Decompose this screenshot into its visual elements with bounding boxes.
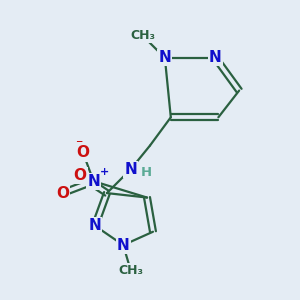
Text: N: N (88, 218, 101, 233)
Text: O: O (76, 146, 90, 160)
Text: CH₃: CH₃ (118, 264, 143, 277)
Text: N: N (124, 162, 137, 177)
Text: N: N (158, 50, 171, 65)
Text: O: O (74, 168, 87, 183)
Text: N: N (117, 238, 130, 253)
Text: ⁻: ⁻ (75, 137, 82, 152)
Text: N: N (209, 50, 222, 65)
Text: H: H (141, 166, 152, 179)
Text: +: + (100, 167, 109, 177)
Text: N: N (87, 174, 100, 189)
Text: CH₃: CH₃ (130, 29, 155, 42)
Text: O: O (56, 186, 69, 201)
